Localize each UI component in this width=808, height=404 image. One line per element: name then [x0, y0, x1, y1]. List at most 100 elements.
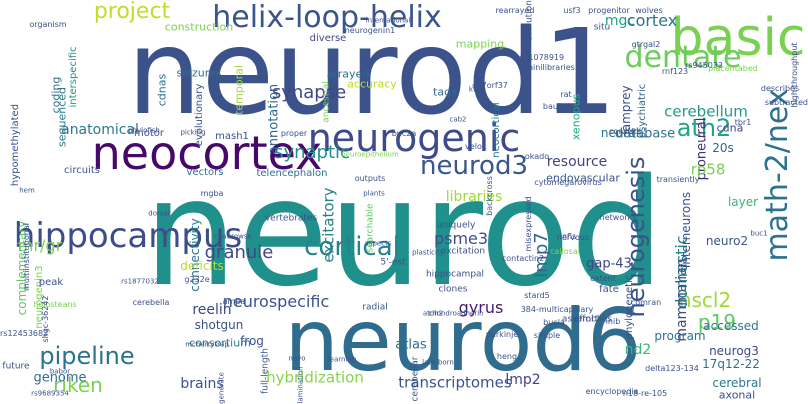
cloud-word: wolves [635, 6, 663, 15]
cloud-word: okado [524, 152, 550, 161]
cloud-word: 17q12-22 [702, 357, 760, 371]
cloud-word: neurogenic [307, 116, 521, 160]
cloud-word: consists [608, 127, 642, 136]
cloud-word: consortium [189, 336, 251, 350]
cloud-word: heng [496, 352, 518, 361]
cloud-word: picking [180, 128, 206, 137]
cloud-word: extent [590, 274, 616, 283]
cloud-word: future [2, 361, 30, 372]
cloud-word: cortex [626, 11, 678, 30]
cloud-word: rnf123 [661, 67, 689, 76]
cloud-word: construction [164, 20, 234, 34]
cloud-word: rs11078919 [515, 53, 565, 62]
cloud-word: excitation [440, 246, 486, 257]
cloud-word: axonal [718, 388, 756, 402]
cloud-word: seizures [176, 66, 222, 80]
cloud-word: callosal [550, 247, 580, 256]
cloud-word: simple [533, 331, 561, 340]
cloud-word: placentabed [708, 64, 758, 73]
cloud-word: plants [363, 189, 385, 198]
cloud-word: cdnas [155, 73, 169, 107]
cloud-word: riken [53, 373, 103, 397]
cloud-word: aspects [364, 239, 392, 248]
cloud-word: 5'-est [380, 257, 406, 268]
cloud-word: n18-re-105 [622, 389, 668, 398]
cloud-word: holosteans [33, 300, 77, 309]
cloud-word: program [654, 329, 706, 343]
cloud-word: accessed [703, 319, 759, 333]
cloud-word: atoh2 [422, 309, 444, 318]
cloud-word: neocortical [491, 102, 502, 158]
cloud-word: purkinje [485, 330, 519, 339]
cloud-word: kw8 [468, 85, 484, 94]
cloud-word: p19 [697, 310, 737, 334]
cloud-word: chondroadherin [428, 309, 484, 318]
cloud-word: buc2a [391, 129, 417, 138]
cloud-word: deficits [180, 259, 224, 273]
cloud-word: basic [670, 8, 806, 68]
cloud-word: organism [29, 20, 67, 29]
cloud-word: learning [327, 355, 357, 364]
cloud-word: circuits [64, 165, 100, 176]
cloud-word: cytomegarovirus [534, 178, 602, 187]
cloud-word: rs9689354 [31, 389, 69, 398]
cloud-word: granule [204, 242, 274, 263]
cloud-word: diverse [309, 33, 347, 44]
cloud-word: telencephalon [256, 168, 328, 179]
cloud-word: gyrus [458, 298, 504, 317]
cloud-word: cab2 [449, 115, 467, 124]
cloud-word: hem [19, 186, 35, 195]
cloud-word: accuracy [347, 77, 397, 91]
cloud-word: mash1 [215, 131, 249, 142]
cloud-word: uniquely [436, 220, 476, 231]
cloud-word: dorsal [148, 209, 170, 218]
cloud-word: misexpressed [524, 196, 533, 252]
cloud-word: database [614, 126, 676, 142]
cloud-word: neurospecific [222, 292, 330, 311]
cloud-word: psme3 [433, 229, 489, 248]
cloud-word: mapping [455, 37, 505, 51]
cloud-word: neurod6 [284, 291, 642, 391]
cloud-word: rs945032 [685, 61, 723, 70]
cloud-word: rs12453682 [0, 329, 49, 338]
cloud-word: hybridization [266, 368, 364, 387]
cloud-word: peak [38, 277, 64, 288]
cloud-word: ampa [222, 297, 246, 306]
cloud-word: rp58 [690, 160, 726, 179]
cloud-word: assemblies [561, 314, 613, 325]
cloud-word: brains [180, 376, 224, 392]
cloud-word: transcriptomes [398, 373, 512, 392]
cloud-word: endovascular [546, 171, 620, 185]
cloud-word: arrayed [326, 67, 370, 81]
cloud-word: cerebral [712, 376, 762, 390]
cloud-word: temporal [232, 65, 246, 115]
cloud-word: reelin [192, 302, 232, 318]
cloud-word: backcross [485, 176, 494, 216]
cloud-word: neuroepithelium [341, 150, 399, 159]
cloud-word: motor [133, 128, 165, 139]
cloud-word: neurod1 [126, 3, 618, 141]
cloud-word: contactin2 [501, 254, 545, 263]
cloud-word: neurogenin1 [344, 26, 396, 35]
cloud-word: cdna [716, 121, 744, 135]
cloud-word: layer [727, 195, 759, 209]
cloud-word: dentate [624, 40, 742, 75]
cloud-word: mr/gr [17, 236, 63, 255]
cloud-word: minilibraries [525, 63, 575, 72]
cloud-word: delta123-134 [645, 364, 699, 373]
cloud-word: interspecific [68, 46, 79, 108]
cloud-word: nscl2 [678, 288, 732, 312]
cloud-word: infls [559, 232, 577, 241]
cloud-word: networks [599, 213, 637, 222]
cloud-word: outputs [354, 174, 386, 183]
cloud-word: gtrgal2 [631, 40, 661, 49]
cloud-word: mcherrytrap [185, 340, 229, 349]
cloud-word: neuro2 [705, 234, 749, 248]
cloud-word: 384-multicapillary [520, 305, 594, 314]
cloud-word: evolutionary [194, 83, 205, 147]
cloud-word: nervous [556, 233, 590, 242]
cloud-word: tbr1 [734, 118, 752, 127]
cloud-word: international [365, 16, 411, 25]
cloud-word: cortical [304, 232, 400, 262]
cloud-word: babor [49, 367, 71, 376]
